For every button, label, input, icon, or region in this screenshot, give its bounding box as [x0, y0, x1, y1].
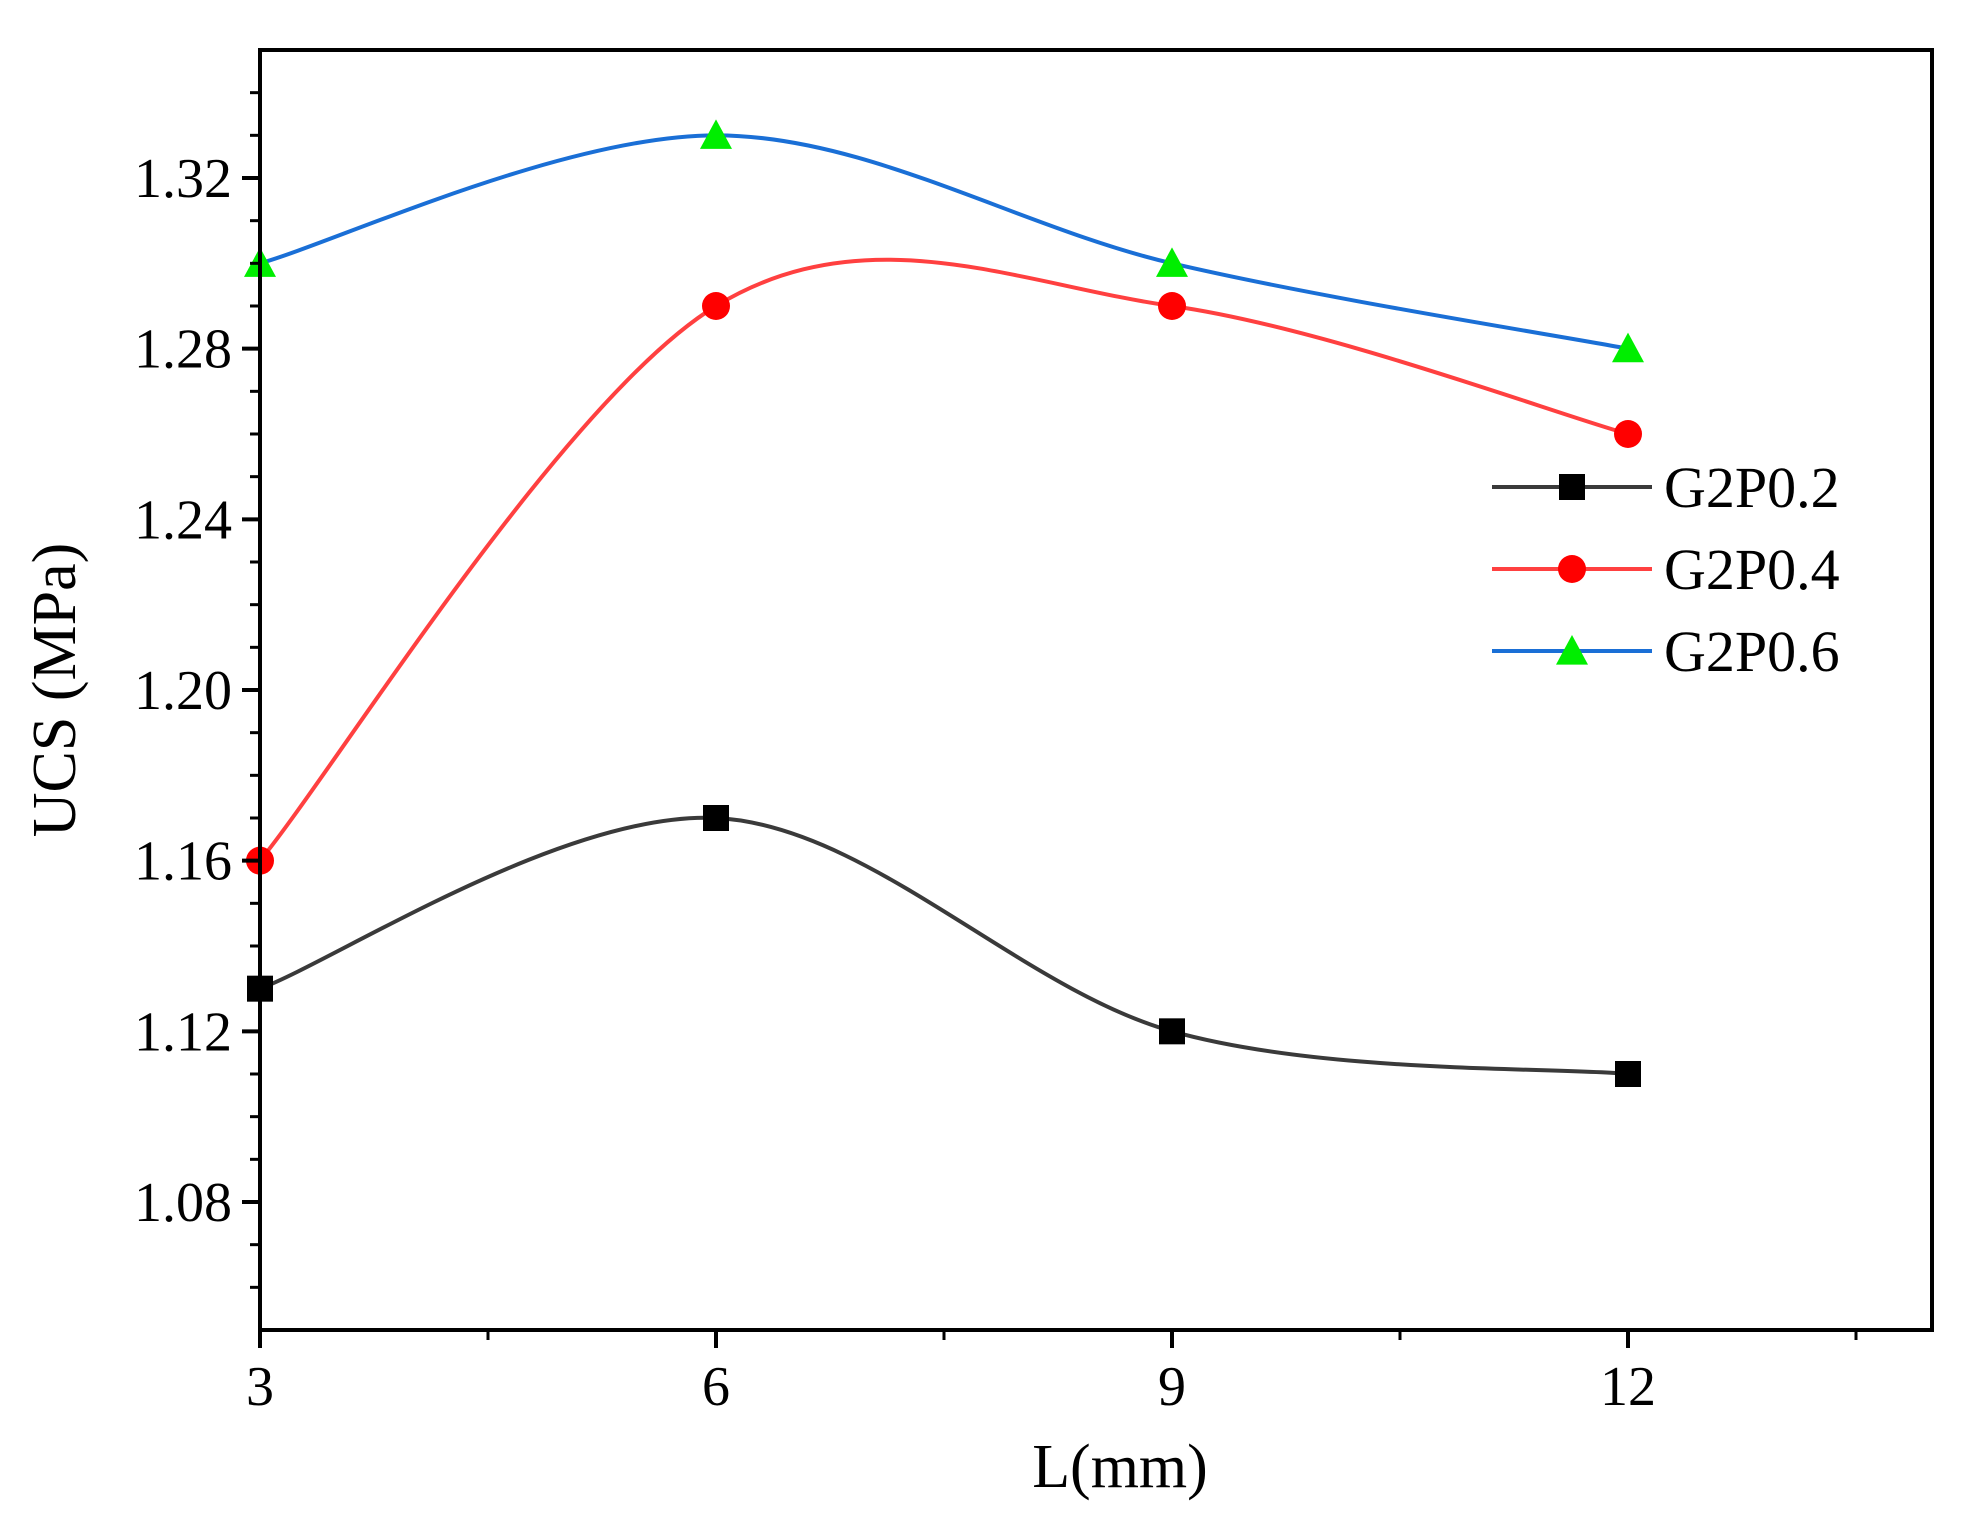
legend-marker	[1559, 474, 1585, 500]
data-point-G2P0.6-12	[1612, 332, 1644, 363]
legend: G2P0.2 G2P0.4 G2P0.6	[1492, 455, 1840, 684]
y-tick-label: 1.32	[134, 148, 232, 210]
x-tick-labels: 3 6 9 12	[246, 1356, 1656, 1418]
data-point-G2P0.4-6	[702, 292, 730, 320]
y-tick-labels: 1.08 1.12 1.16 1.20 1.24 1.28 1.32	[134, 148, 232, 1234]
y-axis-label: UCS (MPa)	[21, 543, 89, 838]
y-tick-label: 1.12	[134, 1001, 232, 1063]
x-axis-label: L(mm)	[1032, 1433, 1208, 1501]
data-point-G2P0.6-9	[1156, 247, 1188, 277]
y-tick-label: 1.24	[134, 489, 232, 551]
plot-frame	[258, 48, 1934, 1332]
series-line-G2P0.4	[258, 257, 1629, 862]
legend-item: G2P0.2	[1492, 455, 1840, 520]
series-line-G2P0.2	[259, 815, 1629, 1076]
x-tick-label: 9	[1158, 1356, 1186, 1418]
legend-label: G2P0.4	[1664, 537, 1840, 602]
data-point-G2P0.6-6	[700, 119, 732, 149]
legend-item: G2P0.4	[1492, 537, 1840, 602]
y-tick-label: 1.28	[134, 319, 232, 381]
x-tick-label: 3	[246, 1356, 274, 1418]
data-point-G2P0.4-9	[1158, 292, 1186, 320]
legend-label: G2P0.2	[1664, 455, 1840, 520]
y-tick-label: 1.20	[134, 660, 232, 722]
data-point-G2P0.2-9	[1159, 1018, 1185, 1045]
data-point-G2P0.2-6	[703, 805, 729, 831]
legend-marker	[1558, 555, 1586, 583]
x-tick-label: 12	[1600, 1356, 1656, 1418]
y-tick-label: 1.08	[134, 1172, 232, 1234]
data-point-G2P0.2-12	[1615, 1061, 1641, 1087]
legend-item: G2P0.6	[1492, 619, 1840, 684]
x-tick-label: 6	[702, 1356, 730, 1418]
series-layer	[258, 133, 1629, 1076]
legend-marker	[1556, 635, 1588, 665]
legend-label: G2P0.6	[1664, 619, 1840, 684]
series-line-G2P0.6	[259, 133, 1629, 351]
y-tick-label: 1.16	[134, 831, 232, 893]
data-point-G2P0.4-12	[1614, 420, 1642, 448]
